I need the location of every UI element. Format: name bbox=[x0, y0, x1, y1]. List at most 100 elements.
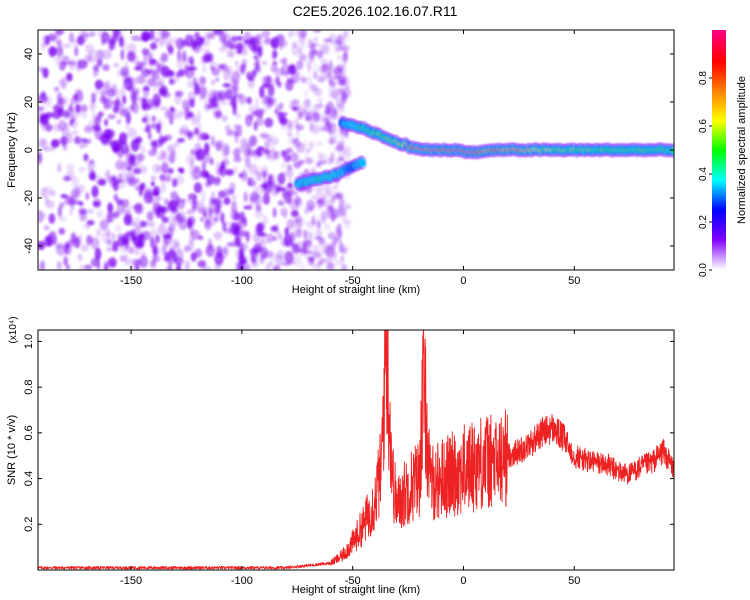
noise-blob bbox=[208, 207, 213, 219]
noise-blob bbox=[317, 75, 326, 83]
noise-blob bbox=[216, 201, 221, 214]
noise-blob bbox=[251, 260, 259, 268]
noise-blob bbox=[84, 264, 93, 270]
noise-blob bbox=[215, 111, 223, 116]
noise-blob bbox=[225, 124, 232, 131]
noise-blob bbox=[315, 140, 324, 147]
colorbar-cell bbox=[712, 142, 726, 145]
noise-blob bbox=[151, 115, 156, 123]
noise-blob bbox=[187, 66, 197, 71]
noise-blob bbox=[309, 55, 315, 64]
noise-blob bbox=[316, 220, 322, 229]
noise-blob bbox=[149, 67, 156, 78]
y-tick-label: -20 bbox=[23, 190, 35, 206]
colorbar-cell bbox=[712, 226, 726, 229]
noise-blob bbox=[339, 199, 348, 205]
colorbar-cell bbox=[712, 130, 726, 133]
noise-blob bbox=[291, 106, 299, 111]
noise-blob bbox=[279, 42, 284, 51]
noise-blob bbox=[181, 198, 186, 204]
top-y-axis-label: Frequency (Hz) bbox=[6, 112, 18, 188]
noise-blob bbox=[118, 36, 124, 48]
colorbar-cell bbox=[712, 66, 726, 69]
noise-blob bbox=[219, 165, 224, 174]
noise-blob bbox=[271, 55, 276, 61]
noise-blob bbox=[248, 96, 253, 107]
noise-blob bbox=[169, 78, 174, 85]
noise-blob bbox=[309, 84, 318, 92]
noise-blob bbox=[275, 76, 280, 85]
noise-blob bbox=[294, 218, 302, 223]
noise-blob bbox=[198, 95, 204, 102]
colorbar-tick-label: 0.6 bbox=[698, 119, 709, 133]
noise-blob bbox=[38, 118, 44, 124]
noise-blob bbox=[312, 30, 322, 33]
noise-blob bbox=[133, 203, 143, 212]
colorbar-cell bbox=[712, 122, 726, 125]
noise-blob bbox=[114, 224, 122, 232]
colorbar-cell bbox=[712, 256, 726, 259]
noise-blob bbox=[186, 198, 195, 204]
x-tick-label: 50 bbox=[568, 575, 580, 587]
noise-blob bbox=[169, 114, 174, 125]
noise-blob bbox=[95, 228, 102, 237]
top-x-axis-label: Height of straight line (km) bbox=[292, 284, 420, 296]
noise-blob bbox=[312, 64, 321, 73]
noise-blob bbox=[223, 68, 231, 81]
noise-blob bbox=[289, 30, 294, 37]
colorbar-cell bbox=[712, 234, 726, 237]
noise-blob bbox=[298, 159, 305, 165]
noise-blob bbox=[187, 111, 194, 119]
noise-blob bbox=[119, 171, 129, 184]
noise-blob bbox=[154, 197, 160, 203]
noise-blob bbox=[209, 91, 218, 97]
noise-blob bbox=[158, 222, 167, 235]
colorbar-cell bbox=[712, 34, 726, 37]
noise-blob bbox=[345, 203, 352, 210]
noise-blob bbox=[194, 83, 200, 95]
noise-blob bbox=[130, 103, 135, 112]
noise-blob bbox=[259, 86, 265, 98]
noise-blob bbox=[229, 95, 234, 107]
noise-blob bbox=[107, 114, 116, 120]
noise-blob bbox=[113, 193, 119, 202]
colorbar-cell bbox=[712, 112, 726, 115]
noise-blob bbox=[72, 105, 83, 118]
noise-blob bbox=[234, 212, 241, 221]
noise-blob bbox=[322, 44, 332, 56]
noise-blob bbox=[304, 206, 310, 212]
y-tick-label: 40 bbox=[23, 48, 35, 60]
noise-blob bbox=[274, 66, 279, 78]
colorbar-cell bbox=[712, 264, 726, 267]
noise-blob bbox=[237, 124, 243, 137]
noise-blob bbox=[94, 175, 102, 185]
noise-blob bbox=[150, 123, 157, 129]
noise-blob bbox=[78, 207, 87, 215]
noise-blob bbox=[120, 141, 129, 155]
colorbar-cell bbox=[712, 64, 726, 67]
noise-blob bbox=[275, 254, 284, 267]
noise-blob bbox=[313, 71, 318, 80]
colorbar-cell bbox=[712, 82, 726, 85]
noise-blob bbox=[202, 266, 212, 270]
noise-blob bbox=[47, 45, 56, 57]
noise-blob bbox=[140, 182, 146, 191]
colorbar-cell bbox=[712, 184, 726, 187]
noise-blob bbox=[91, 92, 96, 104]
noise-blob bbox=[203, 170, 210, 178]
colorbar-cell bbox=[712, 74, 726, 77]
noise-blob bbox=[239, 43, 247, 56]
noise-blob bbox=[151, 253, 157, 265]
colorbar-cell bbox=[712, 80, 726, 83]
noise-blob bbox=[224, 187, 230, 197]
colorbar-cell bbox=[712, 78, 726, 81]
noise-blob bbox=[293, 254, 302, 267]
y-tick-label: 0.6 bbox=[23, 425, 35, 440]
colorbar-cell bbox=[712, 92, 726, 95]
noise-blob bbox=[158, 86, 167, 95]
noise-blob bbox=[261, 83, 271, 88]
noise-blob bbox=[82, 32, 91, 38]
noise-blob bbox=[117, 236, 127, 247]
noise-blob bbox=[291, 242, 296, 249]
noise-blob bbox=[56, 261, 62, 270]
